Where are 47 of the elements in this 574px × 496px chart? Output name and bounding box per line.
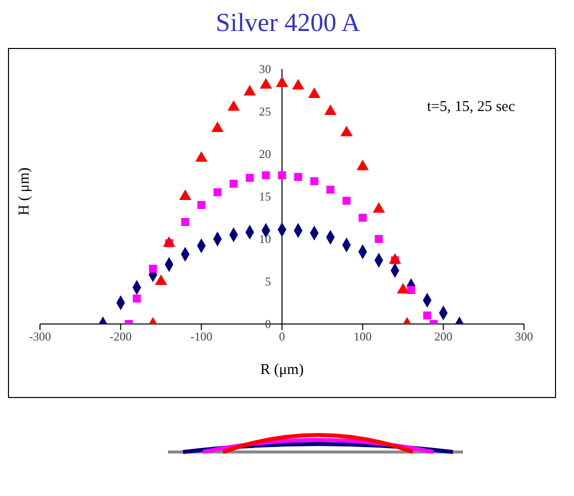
point: [324, 104, 336, 116]
point: [260, 78, 272, 89]
y-axis-title: H ( μm): [16, 167, 34, 216]
point: [132, 294, 141, 302]
point: [179, 189, 192, 200]
point: [228, 100, 240, 111]
point: [230, 180, 238, 188]
point: [356, 160, 369, 170]
point: [326, 186, 334, 194]
x-tick-label: 100: [354, 330, 372, 344]
y-tick-label: 30: [259, 62, 271, 76]
point: [310, 177, 318, 186]
point: [372, 202, 385, 213]
point: [407, 286, 416, 294]
point: [308, 87, 320, 98]
x-tick-label: -100: [190, 330, 212, 344]
annotation: t=5, 15, 25 sec: [426, 99, 515, 116]
x-tick-label: -300: [29, 330, 51, 344]
x-tick-label: 0: [279, 330, 285, 344]
point: [197, 201, 206, 209]
point: [262, 171, 270, 180]
point: [195, 151, 208, 162]
point: [148, 264, 157, 273]
y-tick-label: 15: [259, 190, 271, 204]
point: [181, 218, 190, 226]
x-axis-title: R (μm): [260, 362, 304, 378]
point: [276, 76, 288, 87]
point: [423, 312, 432, 320]
point: [211, 121, 224, 132]
point: [340, 126, 353, 136]
chart-title: Silver 4200 A: [214, 8, 362, 38]
point: [246, 174, 254, 182]
point: [244, 84, 256, 96]
point: [358, 214, 367, 222]
point: [213, 188, 222, 196]
y-tick-label: 25: [259, 104, 271, 118]
point: [294, 172, 302, 181]
x-tick-label: -200: [110, 330, 132, 344]
point: [292, 78, 304, 90]
x-tick-label: 300: [515, 330, 533, 344]
y-tick-label: 20: [259, 147, 271, 161]
y-tick-label: 5: [265, 274, 271, 288]
point: [374, 235, 383, 243]
x-tick-label: 200: [434, 330, 452, 344]
y-tick-label: 10: [259, 232, 271, 246]
point: [278, 171, 286, 180]
point: [342, 196, 351, 205]
